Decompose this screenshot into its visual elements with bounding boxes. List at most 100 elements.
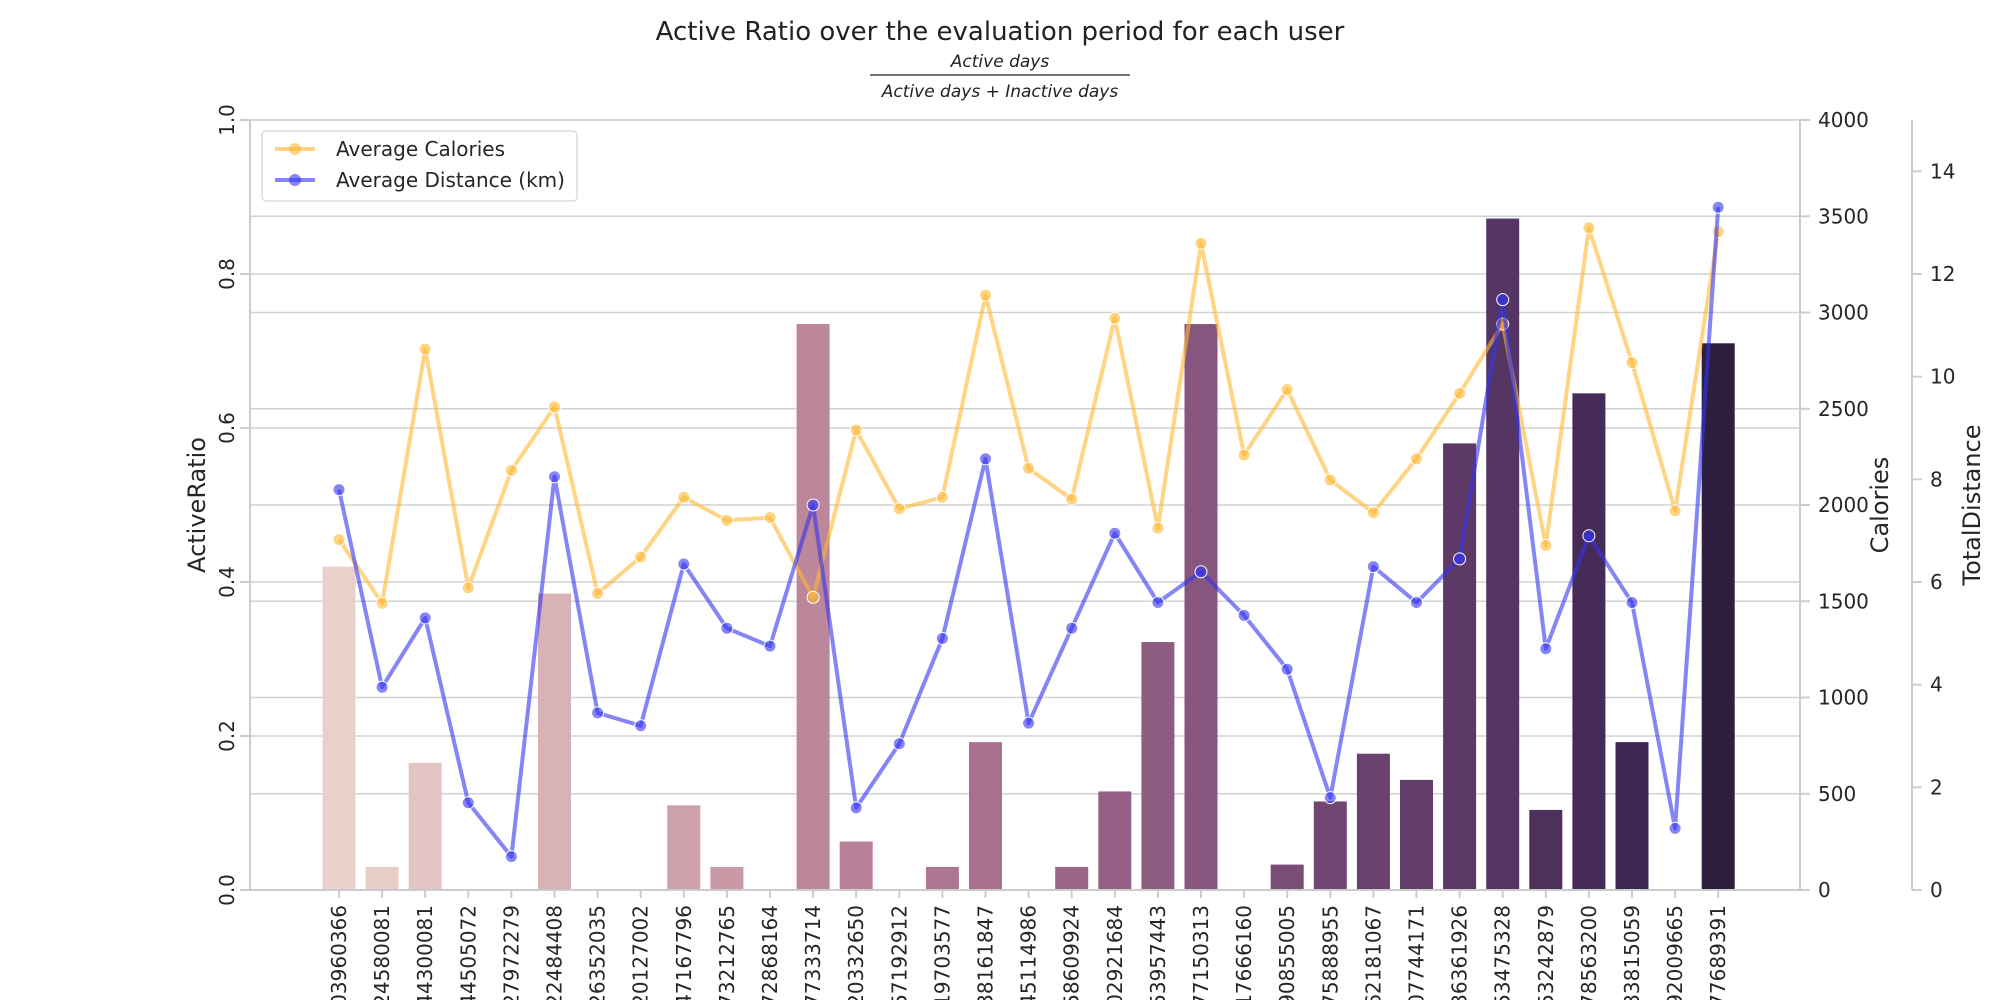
x-tick-label: 36361926: [1448, 905, 1472, 1000]
calories-point: [1151, 521, 1165, 535]
distance-point: [806, 498, 820, 512]
calories-point: [1366, 506, 1380, 520]
distance-point: [1539, 642, 1553, 656]
distance-point: [1711, 200, 1725, 214]
distance-point: [1108, 526, 1122, 540]
calories-point: [892, 502, 906, 516]
distance-point: [418, 611, 432, 625]
x-tick-label: 26352035: [586, 905, 610, 1000]
calories-point: [1194, 236, 1208, 250]
x-tick-label: 73212765: [715, 905, 739, 1000]
y3-axis-label: TotalDistance: [1958, 425, 1986, 587]
y2-tick-label: 2000: [1818, 493, 1869, 517]
x-tick-label: 07744171: [1405, 905, 1429, 1000]
distance-point: [1668, 821, 1682, 835]
x-tick-label: 75888955: [1318, 905, 1342, 1000]
bar: [365, 866, 399, 890]
y2-tick-label: 3500: [1818, 204, 1869, 228]
x-tick-label: 20127002: [629, 905, 653, 1000]
y2-tick-label: 500: [1818, 782, 1856, 806]
x-tick-label: 02921684: [1103, 905, 1127, 1000]
y-tick-label: 0.4: [215, 566, 239, 598]
distance-point: [1453, 552, 1467, 566]
calories-point: [935, 490, 949, 504]
y3-tick-label: 6: [1930, 570, 1943, 594]
x-tick-label: 27972279: [499, 905, 523, 1000]
bar: [796, 324, 830, 890]
x-tick-label: 72868164: [758, 905, 782, 1000]
y2-tick-label: 2500: [1818, 397, 1869, 421]
calories-point: [548, 400, 561, 414]
calories-point: [1323, 473, 1337, 487]
bar: [1529, 809, 1563, 890]
distance-point: [1323, 791, 1337, 805]
x-tick-label: 44505072: [456, 905, 480, 1000]
gridlines: [250, 119, 1800, 891]
x-tick-label: 53957443: [1146, 905, 1170, 1000]
y2-tick-label: 3000: [1818, 301, 1869, 325]
y2-tick-label: 1000: [1818, 686, 1869, 710]
y3-tick-label: 4: [1930, 673, 1943, 697]
distance-point: [677, 557, 691, 571]
y3-tick-label: 0: [1930, 878, 1943, 902]
x-tick-label: 77150313: [1189, 905, 1213, 1000]
distance-point: [1366, 560, 1380, 574]
tick-labels: 0.0 0.2 0.4 0.6 0.8 1.0 0 500 1000 1500 2000 2500 30…: [215, 104, 1955, 1000]
calories-point: [1065, 492, 1079, 506]
x-tick-label: 77333714: [801, 905, 825, 1000]
calories-point: [677, 490, 691, 504]
calories-point: [763, 511, 777, 525]
bar: [1270, 864, 1304, 890]
distance-point: [720, 621, 734, 635]
bar: [1572, 393, 1606, 890]
y2-axis-label: Calories: [1866, 457, 1894, 554]
distance-point: [504, 850, 518, 864]
calories-point: [1280, 383, 1294, 396]
bar: [925, 866, 959, 890]
formula-numerator: Active days: [950, 52, 1050, 72]
calories-point: [461, 581, 475, 595]
bar: [1443, 443, 1477, 890]
calories-point: [806, 590, 820, 604]
chart-title: Active Ratio over the evaluation period …: [656, 17, 1345, 47]
x-tick-label: 22484408: [543, 905, 567, 1000]
y-tick-label: 0.2: [215, 720, 239, 752]
axes: [240, 119, 1922, 898]
distance-point: [1625, 596, 1639, 610]
y2-tick-label: 0: [1818, 878, 1831, 902]
bar: [1141, 642, 1175, 890]
calories-point: [1582, 221, 1596, 235]
formula-denominator: Active days + Inactive days: [881, 82, 1119, 102]
calories-point: [418, 342, 432, 356]
y3-tick-label: 12: [1930, 262, 1955, 286]
distance-point: [634, 719, 648, 733]
distance-point: [979, 452, 992, 466]
legend-calories-marker: [289, 143, 301, 155]
calories-point: [1453, 386, 1467, 400]
x-tick-label: 33815059: [1620, 905, 1644, 1000]
calories-point: [591, 587, 605, 601]
calories-point: [1022, 461, 1036, 475]
bar: [1701, 343, 1735, 890]
distance-point: [892, 737, 906, 751]
x-tick-label: 17666160: [1232, 905, 1256, 1000]
bar: [1356, 753, 1390, 890]
legend-distance-label: Average Distance (km): [336, 168, 565, 192]
bar: [1615, 742, 1649, 890]
calories-point: [720, 513, 734, 527]
distance-point: [375, 680, 389, 694]
calories-point: [1539, 538, 1553, 552]
x-tick-label: 90855005: [1275, 905, 1299, 1000]
distance-point: [763, 639, 777, 653]
bar: [1400, 779, 1433, 890]
x-tick-label: 20332650: [844, 905, 868, 1000]
calories-point: [1108, 311, 1122, 325]
distance-point: [461, 796, 475, 810]
bar: [667, 805, 701, 890]
calories-point: [375, 596, 389, 610]
calories-point: [849, 423, 863, 437]
calories-point: [1237, 448, 1251, 462]
distance-point: [1194, 565, 1208, 579]
y2-tick-label: 4000: [1818, 108, 1869, 132]
